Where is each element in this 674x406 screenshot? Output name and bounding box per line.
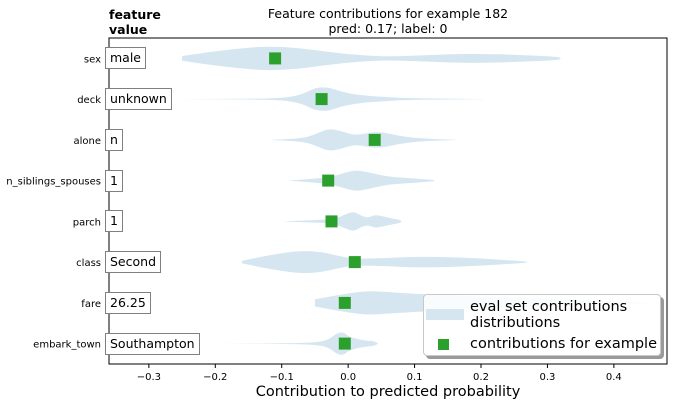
y-tick-label-alone: alone xyxy=(73,136,101,147)
feature-value-alone: n xyxy=(105,128,123,151)
x-tick-label: −0.2 xyxy=(203,372,227,383)
x-tick-label: 0.0 xyxy=(340,372,356,383)
legend-point-label: contributions for example xyxy=(470,336,657,352)
y-tick-label-sex: sex xyxy=(84,54,101,65)
y-tick-label-fare: fare xyxy=(81,299,101,310)
x-axis-label: Contribution to predicted probability xyxy=(256,384,521,400)
plot-frame xyxy=(108,37,668,365)
legend-point-swatch xyxy=(438,339,449,350)
legend-violin-swatch xyxy=(426,309,464,320)
violin-sex xyxy=(182,46,561,71)
x-tick-label: −0.3 xyxy=(137,372,161,383)
y-tick-label-class: class xyxy=(76,258,101,269)
point-embark_town xyxy=(338,337,351,350)
header-feature: feature xyxy=(109,7,161,22)
legend: eval set contributions distributions con… xyxy=(423,294,661,356)
feature-value-embark_town: Southampton xyxy=(105,332,200,355)
violin-alone xyxy=(268,129,462,151)
feature-value-class: Second xyxy=(105,251,162,274)
chart-subtitle: pred: 0.17; label: 0 xyxy=(329,21,448,36)
chart-title: Feature contributions for example 182 xyxy=(268,6,508,21)
legend-violin-label: eval set contributions distributions xyxy=(470,299,628,331)
violin-class xyxy=(241,251,528,274)
x-tick-label: 0.1 xyxy=(407,372,423,383)
y-tick-label-parch: parch xyxy=(73,217,101,228)
x-tick-label: 0.2 xyxy=(473,372,489,383)
y-tick-label-n_siblings_spouses: n_siblings_spouses xyxy=(6,177,101,188)
x-tick-label: 0.4 xyxy=(606,372,622,383)
violin-parch xyxy=(281,212,402,231)
feature-value-n_siblings_spouses: 1 xyxy=(105,169,123,192)
point-parch xyxy=(325,215,338,228)
feature-value-fare: 26.25 xyxy=(105,291,151,314)
feature-value-parch: 1 xyxy=(105,210,123,233)
y-tick-label-embark_town: embark_town xyxy=(33,340,101,351)
violin-n_siblings_spouses xyxy=(288,170,435,191)
violin-deck xyxy=(175,87,488,111)
point-alone xyxy=(368,133,381,146)
point-class xyxy=(348,256,361,269)
feature-value-deck: unknown xyxy=(105,88,172,111)
point-sex xyxy=(269,52,282,65)
violin-embark_town xyxy=(215,332,378,355)
y-tick-label-deck: deck xyxy=(77,95,101,106)
x-tick-label: 0.3 xyxy=(539,372,555,383)
feature-value-header: feature value xyxy=(109,7,161,37)
point-deck xyxy=(315,93,328,106)
x-tick-label: −0.1 xyxy=(270,372,294,383)
point-fare xyxy=(338,296,351,309)
point-n_siblings_spouses xyxy=(322,174,335,187)
header-value: value xyxy=(109,22,148,37)
feature-value-sex: male xyxy=(105,47,146,70)
point-group xyxy=(269,52,381,350)
